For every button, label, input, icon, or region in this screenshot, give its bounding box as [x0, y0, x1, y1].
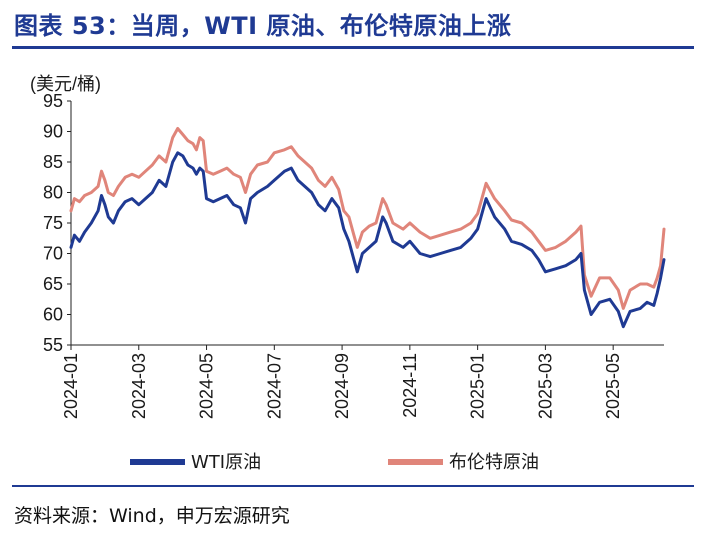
chart-series [69, 127, 666, 329]
chart: (美元/桶) 55 60 65 70 75 80 85 90 95 2024-01 2024-03 2… [30, 74, 666, 473]
wti-series-line [69, 151, 666, 329]
x-tick-label: 2024-07 [264, 353, 284, 419]
legend-label: WTI原油 [191, 452, 261, 473]
chart-legend: WTI原油 布伦特原油 [130, 452, 539, 473]
x-tick-label: 2024-03 [129, 353, 149, 419]
footer-divider [12, 485, 694, 487]
y-tick-label: 60 [43, 305, 63, 325]
page-title: 图表 53：当周，WTI 原油、布伦特原油上涨 [14, 12, 512, 40]
x-tick-label: 2024-05 [197, 353, 217, 419]
y-tick-label: 80 [43, 183, 63, 203]
y-tick-label: 65 [43, 274, 63, 294]
y-tick-label: 85 [43, 152, 63, 172]
y-tick-label: 95 [43, 91, 63, 111]
y-tick-label: 55 [43, 335, 63, 355]
x-tick-label: 2025-03 [535, 353, 555, 419]
x-tick-label: 2024-09 [332, 353, 352, 419]
legend-item-wti: WTI原油 [130, 452, 261, 473]
y-tick-label: 70 [43, 244, 63, 264]
legend-item-brent: 布伦特原油 [388, 452, 539, 473]
legend-label: 布伦特原油 [449, 452, 539, 473]
x-tick-label: 2025-05 [603, 353, 623, 419]
y-axis-unit-label: (美元/桶) [30, 74, 101, 94]
source-note: 资料来源：Wind，申万宏源研究 [14, 505, 290, 527]
brent-series-line [69, 127, 666, 310]
x-tick-label: 2024-01 [61, 353, 81, 419]
chart-axes: 55 60 65 70 75 80 85 90 95 2024-01 2024-03 2024-05 2… [43, 91, 664, 419]
title-divider [12, 46, 694, 49]
y-tick-label: 75 [43, 213, 63, 233]
x-tick-label: 2024-11 [400, 353, 420, 418]
y-tick-label: 90 [43, 122, 63, 142]
x-tick-label: 2025-01 [468, 353, 488, 419]
